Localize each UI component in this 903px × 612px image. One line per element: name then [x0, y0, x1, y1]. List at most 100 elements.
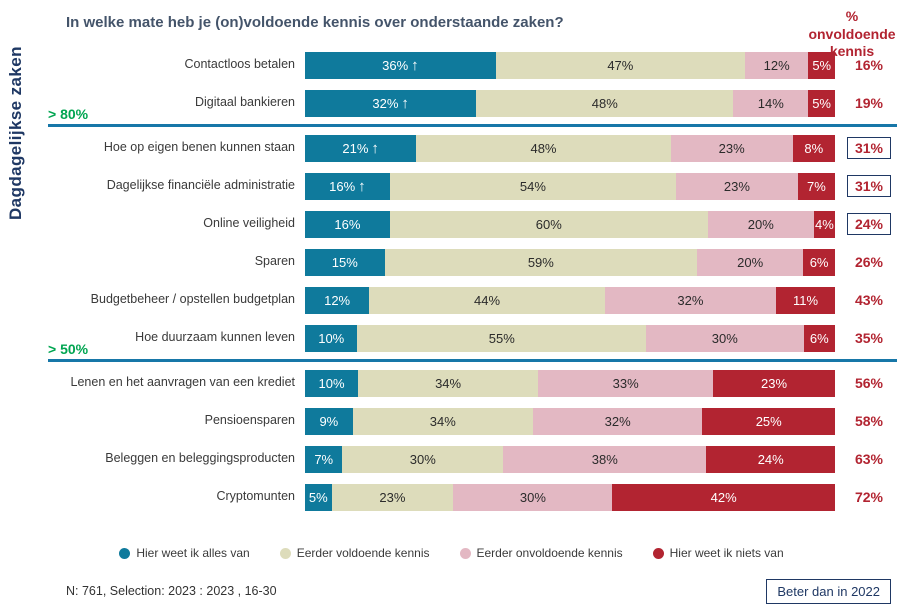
chart-row: Contactloos betalen 36% ↑ 47% 12% 5% 16%	[60, 46, 903, 84]
chart-row: Lenen en het aanvragen van een krediet 10…	[60, 364, 903, 402]
bar-segment: 30%	[453, 483, 613, 511]
bar-segment: 7%	[797, 172, 835, 200]
bar-segment: 5%	[808, 89, 835, 117]
legend-dot-icon	[652, 547, 664, 559]
category-label: Budgetbeheer / opstellen budgetplan	[90, 292, 295, 307]
group-divider: > 50%	[48, 341, 897, 362]
bar-segment: 7%	[305, 445, 343, 473]
y-axis-group-label: Dagdagelijkse zaken	[6, 46, 25, 221]
bar-segment: 23%	[331, 483, 454, 511]
category-label: Lenen en het aanvragen van een krediet	[70, 375, 295, 390]
insufficient-knowledge-pct: 24%	[835, 213, 903, 235]
bar-segment: 15%	[305, 248, 385, 276]
category-label: Beleggen en beleggingsproducten	[105, 451, 295, 466]
group-threshold-label: > 80%	[48, 106, 89, 122]
legend-dot-icon	[279, 547, 291, 559]
insufficient-knowledge-pct: 16%	[854, 57, 884, 73]
better-than-2022-badge: Beter dan in 2022	[766, 579, 891, 604]
insufficient-knowledge-pct: 43%	[854, 292, 884, 308]
chart-row: Budgetbeheer / opstellen budgetplan 12% 44…	[60, 281, 903, 319]
bar-segment: 12%	[305, 286, 370, 314]
bar-segment: 21% ↑	[305, 134, 417, 162]
stacked-bar-chart: Contactloos betalen 36% ↑ 47% 12% 5% 16% Digita…	[48, 46, 903, 516]
chart-row: Beleggen en beleggingsproducten 7% 30% 38% 2…	[60, 440, 903, 478]
category-label: Contactloos betalen	[184, 57, 296, 72]
insufficient-knowledge-pct: 31%	[835, 175, 903, 197]
group-threshold-label: > 50%	[48, 341, 89, 357]
category-label: Hoe op eigen benen kunnen staan	[103, 140, 295, 155]
stacked-bar: 15% 59% 20% 6%	[305, 248, 835, 276]
chart-row: Dagelijkse financiële administratie 16% ↑ 5…	[60, 167, 903, 205]
bar-segment: 23%	[713, 369, 835, 397]
bar-segment: 42%	[612, 483, 835, 511]
stacked-bar: 16% 60% 20% 4%	[305, 210, 835, 238]
bar-segment: 33%	[538, 369, 714, 397]
bar-segment: 11%	[776, 286, 835, 314]
stacked-bar: 36% ↑ 47% 12% 5%	[305, 51, 835, 79]
bar-segment: 54%	[389, 172, 676, 200]
stacked-bar: 12% 44% 32% 11%	[305, 286, 835, 314]
category-label: Hoe duurzaam kunnen leven	[135, 330, 295, 345]
legend-item: Hier weet ik niets van	[652, 546, 784, 560]
category-label: Digitaal bankieren	[194, 95, 295, 110]
chart-row: Online veiligheid 16% 60% 20% 4% 24%	[60, 205, 903, 243]
category-label: Pensioensparen	[204, 413, 295, 428]
bar-segment: 34%	[358, 369, 539, 397]
bar-segment: 9%	[305, 407, 353, 435]
legend-label: Hier weet ik alles van	[136, 546, 250, 560]
chart-row: Hoe duurzaam kunnen leven 10% 55% 30% 6% 35%	[60, 319, 903, 357]
bar-segment: 60%	[389, 210, 708, 238]
bar-segment: 23%	[670, 134, 793, 162]
bar-segment: 24%	[706, 445, 835, 473]
category-label: Online veiligheid	[203, 216, 295, 231]
stacked-bar: 32% ↑ 48% 14% 5%	[305, 89, 835, 117]
legend-item: Hier weet ik alles van	[119, 546, 250, 560]
bar-segment: 10%	[305, 369, 358, 397]
stacked-bar: 16% ↑ 54% 23% 7%	[305, 172, 835, 200]
chart-title: In welke mate heb je (on)voldoende kenni…	[66, 14, 564, 31]
bar-segment: 59%	[384, 248, 698, 276]
insufficient-knowledge-pct: 26%	[854, 254, 884, 270]
bar-segment: 38%	[503, 445, 707, 473]
bar-segment: 47%	[495, 51, 745, 79]
increase-arrow-icon: ↑	[401, 94, 409, 112]
bar-segment: 36% ↑	[305, 51, 496, 79]
category-label: Cryptomunten	[216, 489, 295, 504]
legend-item: Eerder voldoende kennis	[279, 546, 430, 560]
bar-segment: 32%	[532, 407, 703, 435]
insufficient-knowledge-pct: 72%	[854, 489, 884, 505]
bar-segment: 23%	[675, 172, 798, 200]
stacked-bar: 21% ↑ 48% 23% 8%	[305, 134, 835, 162]
legend-dot-icon	[119, 547, 131, 559]
bar-segment: 14%	[733, 89, 809, 117]
bar-segment: 12%	[744, 51, 809, 79]
bar-segment: 16%	[305, 210, 390, 238]
bar-segment: 30%	[342, 445, 504, 473]
bar-segment: 4%	[813, 210, 835, 238]
bar-segment: 32% ↑	[305, 89, 477, 117]
bar-segment: 5%	[305, 483, 332, 511]
bar-segment: 34%	[352, 407, 533, 435]
legend-item: Eerder onvoldoende kennis	[459, 546, 623, 560]
sample-note: N: 761, Selection: 2023 : 2023 , 16-30	[66, 584, 277, 598]
legend-label: Eerder voldoende kennis	[296, 546, 430, 560]
insufficient-knowledge-pct: 56%	[854, 375, 884, 391]
increase-arrow-icon: ↑	[371, 139, 379, 157]
bar-segment: 55%	[357, 324, 647, 352]
bar-segment: 5%	[808, 51, 835, 79]
bar-segment: 48%	[476, 89, 734, 117]
bar-segment: 10%	[305, 324, 358, 352]
bar-segment: 44%	[369, 286, 605, 314]
insufficient-knowledge-pct: 58%	[854, 413, 884, 429]
chart-row: Hoe op eigen benen kunnen staan 21% ↑ 48% 23…	[60, 129, 903, 167]
insufficient-knowledge-pct: 63%	[854, 451, 884, 467]
insufficient-knowledge-pct: 19%	[854, 95, 884, 111]
chart-row: Pensioensparen 9% 34% 32% 25% 58%	[60, 402, 903, 440]
increase-arrow-icon: ↑	[411, 56, 419, 74]
bar-segment: 6%	[803, 324, 835, 352]
insufficient-knowledge-pct: 31%	[835, 137, 903, 159]
legend-label: Eerder onvoldoende kennis	[476, 546, 623, 560]
legend: Hier weet ik alles van Eerder voldoende k…	[0, 546, 903, 560]
bar-segment: 8%	[792, 134, 835, 162]
